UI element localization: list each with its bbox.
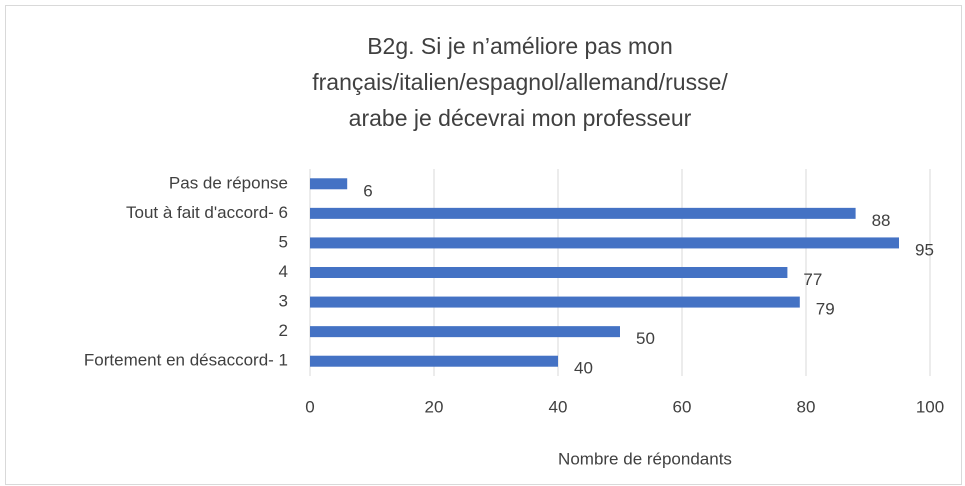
y-tick-label: 2 bbox=[279, 321, 288, 340]
bar bbox=[310, 326, 620, 338]
bar bbox=[310, 267, 788, 278]
y-tick-label: 3 bbox=[279, 292, 288, 311]
chart-title: arabe je décevrai mon professeur bbox=[349, 105, 692, 131]
y-tick-label: Pas de réponse bbox=[169, 173, 288, 192]
bar bbox=[310, 237, 899, 249]
y-tick-label: 4 bbox=[279, 262, 288, 281]
bar bbox=[310, 178, 348, 190]
x-tick-label: 80 bbox=[797, 397, 816, 416]
chart-title: B2g. Si je n’améliore pas mon bbox=[367, 33, 673, 59]
value-label: 50 bbox=[636, 329, 655, 348]
x-tick-label: 60 bbox=[673, 397, 692, 416]
y-tick-label: Tout à fait d'accord- 6 bbox=[126, 203, 288, 222]
x-axis-label: Nombre de répondants bbox=[558, 449, 732, 468]
y-tick-label: Fortement en désaccord- 1 bbox=[84, 351, 288, 370]
value-label: 77 bbox=[803, 270, 822, 289]
x-tick-label: 20 bbox=[425, 397, 444, 416]
x-tick-label: 40 bbox=[549, 397, 568, 416]
value-label: 79 bbox=[816, 300, 835, 319]
value-label: 40 bbox=[574, 359, 593, 378]
bar bbox=[310, 355, 558, 367]
value-label: 95 bbox=[915, 240, 934, 259]
bar bbox=[310, 207, 856, 219]
x-tick-label: 100 bbox=[916, 397, 944, 416]
bar bbox=[310, 296, 800, 308]
value-label: 6 bbox=[363, 181, 372, 200]
y-tick-label: 5 bbox=[279, 232, 288, 251]
x-tick-label: 0 bbox=[305, 397, 314, 416]
chart-title: français/italien/espagnol/allemand/russe… bbox=[312, 69, 728, 95]
value-label: 88 bbox=[872, 211, 891, 230]
